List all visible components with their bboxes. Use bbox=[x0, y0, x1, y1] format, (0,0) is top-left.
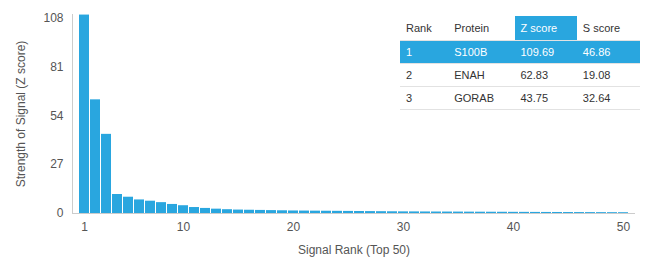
svg-text:Signal Rank (Top 50): Signal Rank (Top 50) bbox=[298, 243, 410, 257]
html-text:Rank: Rank bbox=[406, 22, 432, 34]
html-text:32.64: 32.64 bbox=[582, 92, 611, 104]
svg-text:1: 1 bbox=[81, 220, 88, 234]
svg-text:40: 40 bbox=[507, 220, 521, 234]
html-text:109.69: 109.69 bbox=[520, 46, 555, 58]
svg-text:81: 81 bbox=[50, 60, 64, 74]
html-text:3: 3 bbox=[406, 92, 413, 104]
svg-text:Strength of Signal (Z score): Strength of Signal (Z score) bbox=[14, 41, 28, 188]
svg-text:0: 0 bbox=[57, 206, 64, 220]
svg-text:54: 54 bbox=[50, 109, 64, 123]
html-text:43.75: 43.75 bbox=[520, 92, 548, 104]
svg-text:30: 30 bbox=[397, 220, 411, 234]
svg-text:20: 20 bbox=[287, 220, 301, 234]
html-text:46.86: 46.86 bbox=[582, 46, 611, 58]
html-text:62.83: 62.83 bbox=[520, 69, 548, 81]
html-text:2: 2 bbox=[406, 69, 413, 81]
svg-text:10: 10 bbox=[177, 220, 191, 234]
svg-text:50: 50 bbox=[617, 220, 631, 234]
html-text:S100B: S100B bbox=[454, 46, 488, 58]
html-text:ENAH: ENAH bbox=[454, 69, 485, 81]
html-text:S score: S score bbox=[582, 22, 621, 34]
html-text:1: 1 bbox=[406, 46, 413, 58]
html-text:Protein: Protein bbox=[454, 22, 490, 34]
html-text:Z score: Z score bbox=[520, 22, 558, 34]
svg-text:27: 27 bbox=[50, 157, 64, 171]
html-text:GORAB: GORAB bbox=[454, 92, 494, 104]
svg-text:108: 108 bbox=[43, 11, 63, 25]
html-text:19.08: 19.08 bbox=[582, 69, 611, 81]
